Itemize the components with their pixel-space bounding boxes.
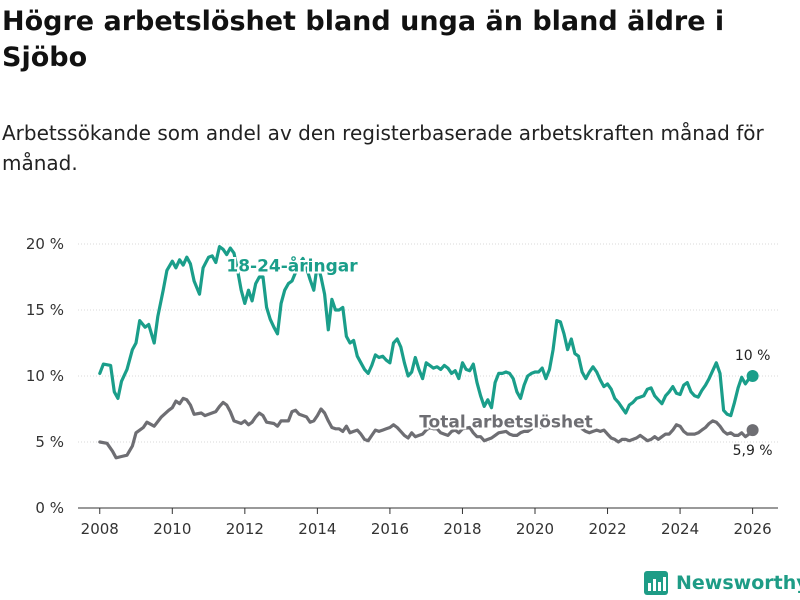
x-tick-label: 2010 bbox=[153, 520, 191, 538]
x-tick-label: 2016 bbox=[371, 520, 409, 538]
bar-chart-logo-icon bbox=[644, 571, 668, 595]
total-end-point bbox=[747, 424, 759, 436]
x-tick-label: 2014 bbox=[298, 520, 336, 538]
y-tick-label: 20 % bbox=[26, 235, 64, 253]
youth-end-label: 10 % bbox=[735, 348, 771, 364]
x-tick-label: 2012 bbox=[226, 520, 264, 538]
y-tick-label: 15 % bbox=[26, 301, 64, 319]
x-tick-label: 2018 bbox=[443, 520, 481, 538]
y-tick-label: 5 % bbox=[35, 433, 64, 451]
y-tick-label: 10 % bbox=[26, 367, 64, 385]
x-tick-label: 2024 bbox=[661, 520, 699, 538]
y-tick-label: 0 % bbox=[35, 499, 64, 517]
youth-end-point bbox=[747, 370, 759, 382]
youth-series-label: 18-24-åringar bbox=[226, 255, 358, 277]
x-tick-label: 2020 bbox=[516, 520, 554, 538]
total-end-label: 5,9 % bbox=[733, 443, 773, 459]
x-tick-label: 2026 bbox=[734, 520, 772, 538]
brand-name: Newsworthy bbox=[676, 572, 800, 594]
line-chart: 0 % 5 % 10 % 15 % 20 % 2008 2010 2012 2014 2016 20… bbox=[0, 0, 800, 600]
x-tick-label: 2022 bbox=[588, 520, 626, 538]
brand-logo[interactable]: Newsworthy bbox=[644, 568, 800, 598]
youth-series-line bbox=[100, 247, 753, 416]
total-series-label: Total arbetslöshet bbox=[419, 412, 593, 432]
x-tick-label: 2008 bbox=[81, 520, 119, 538]
